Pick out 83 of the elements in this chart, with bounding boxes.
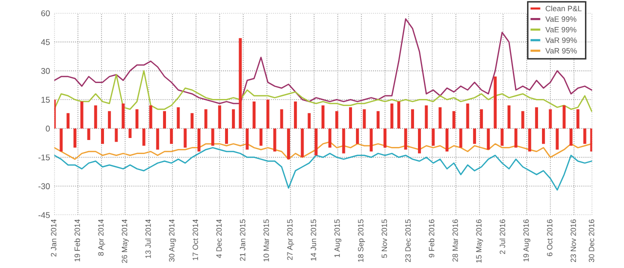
bar: [122, 103, 125, 128]
bar: [163, 111, 166, 128]
y-tick-label: -15: [38, 154, 50, 160]
bar: [260, 128, 262, 146]
bar: [370, 128, 373, 152]
line-series: [54, 70, 592, 112]
bar: [128, 128, 132, 138]
bar: [438, 107, 442, 128]
y-tick-label: 45: [41, 39, 50, 46]
bar: [500, 128, 504, 146]
y-tick-label: 30: [41, 68, 50, 74]
bar: [60, 128, 63, 152]
bar: [225, 128, 228, 144]
bar: [218, 105, 222, 128]
bar: [583, 128, 586, 144]
bar: [432, 128, 435, 146]
bar: [108, 111, 111, 128]
bar: [562, 105, 566, 128]
bar: [287, 128, 290, 160]
bar: [576, 109, 580, 128]
bar: [238, 38, 242, 128]
bar: [232, 109, 235, 128]
line-series: [54, 18, 592, 104]
y-tick-label: 15: [41, 96, 50, 103]
bar: [446, 128, 448, 152]
bar: [80, 102, 84, 128]
bar: [114, 128, 118, 142]
bar: [246, 128, 249, 150]
bar: [480, 109, 483, 128]
line-series: [54, 147, 592, 191]
bar: [66, 113, 70, 128]
bar: [390, 103, 394, 128]
bar: [362, 109, 366, 128]
bar: [411, 109, 414, 128]
bar: [142, 128, 146, 146]
bar: [190, 113, 194, 128]
bar: [280, 109, 284, 128]
bar: [356, 128, 359, 144]
bar: [252, 102, 256, 128]
bar: [473, 128, 476, 144]
bar: [528, 128, 532, 152]
bar: [300, 128, 304, 158]
y-tick-label: -45: [38, 212, 50, 218]
bar: [548, 109, 552, 128]
bar: [294, 102, 297, 128]
bar: [314, 128, 318, 156]
bar: [459, 128, 462, 148]
bar: [349, 107, 352, 128]
bar: [404, 128, 408, 150]
bar: [73, 128, 76, 148]
bar: [570, 128, 572, 146]
bar: [322, 105, 324, 128]
bar: [514, 128, 518, 148]
bar: [418, 128, 421, 154]
bar: [535, 107, 538, 128]
bar: [170, 128, 173, 144]
bar: [590, 128, 592, 152]
bar: [542, 128, 545, 144]
bar: [266, 100, 270, 128]
bar: [424, 105, 428, 128]
bar: [376, 111, 380, 128]
bar: [508, 105, 510, 128]
bar: [54, 100, 56, 128]
bar: [342, 128, 346, 154]
bar: [94, 105, 98, 128]
y-tick-label: 60: [41, 10, 50, 16]
bar: [101, 128, 104, 144]
bar: [197, 128, 200, 152]
bar: [466, 103, 470, 128]
bar: [328, 128, 332, 148]
bar: [156, 128, 160, 150]
y-tick-label: 0: [46, 126, 50, 132]
bar: [135, 109, 138, 128]
bar: [384, 128, 386, 148]
bar: [176, 107, 180, 128]
bar: [308, 113, 311, 128]
bar: [486, 128, 490, 150]
line-series: [54, 141, 592, 160]
bar: [521, 111, 524, 128]
y-tick-label: -30: [38, 183, 50, 190]
bar: [204, 109, 208, 128]
bar: [184, 128, 187, 148]
bar: [452, 111, 456, 128]
